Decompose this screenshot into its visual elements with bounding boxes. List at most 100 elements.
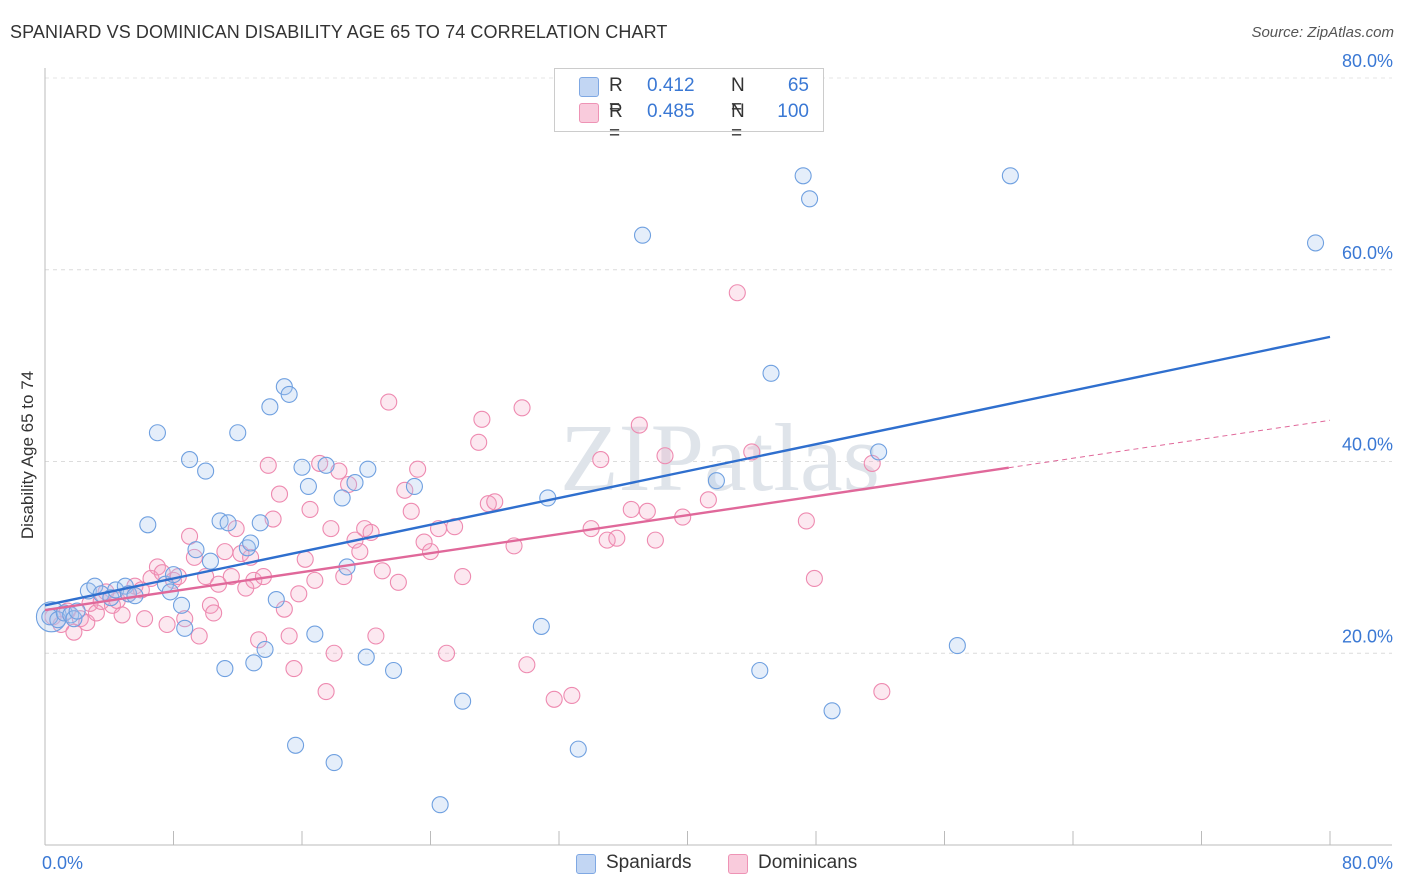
spaniard-point (242, 534, 260, 552)
spaniard-point (823, 702, 841, 720)
dominican-point (270, 485, 289, 503)
spaniard-point (751, 661, 769, 680)
dominican-point (280, 627, 298, 645)
watermark: ZIPatlas (560, 404, 880, 511)
dominican-point (317, 683, 335, 701)
dominican-point (545, 690, 563, 708)
legend-label-spaniards: Spaniards (606, 852, 692, 873)
spaniard-point (256, 640, 274, 658)
spaniard-point (299, 477, 317, 495)
dominican-point (797, 512, 815, 530)
x-tick-label: 80.0% (1342, 853, 1393, 873)
dominican-point (296, 550, 314, 568)
spaniard-point (707, 472, 725, 490)
dominican-point (656, 447, 674, 465)
dominican-point (389, 573, 407, 591)
dominican-point (518, 656, 536, 674)
spaniard-point (346, 474, 364, 492)
dominican-point (638, 502, 656, 520)
dominican-point (470, 433, 488, 451)
dominican-point (415, 533, 433, 551)
y-tick-label: 80.0% (1342, 51, 1393, 71)
dominican-point (646, 531, 664, 549)
dominican-point (402, 502, 420, 520)
spaniards-trend-line (44, 335, 1331, 607)
spaniard-point (280, 385, 298, 403)
spaniard-point (201, 552, 219, 570)
dominican-point (264, 510, 282, 528)
dominican-point (158, 615, 176, 634)
dominican-point (285, 660, 303, 678)
dominican-point (259, 456, 277, 474)
x-tick-label: 0.0% (42, 853, 83, 873)
axes (44, 68, 1392, 846)
dominican-point (335, 567, 353, 586)
y-axis-label: Disability Age 65 to 74 (18, 371, 37, 539)
spaniard-point (633, 226, 652, 244)
legend-n-label: N = (731, 75, 745, 118)
legend-r-value: 0.412 (647, 75, 695, 96)
spaniard-point (245, 654, 263, 672)
dominican-point (373, 562, 391, 580)
dominican-point (290, 585, 308, 603)
dominican-point (190, 627, 208, 645)
spaniard-point (261, 398, 279, 416)
dominicans-swatch (728, 854, 748, 874)
dominican-point (216, 543, 234, 561)
stats-legend: R = 0.412 N = 65 R = 0.485 N = 100 (554, 68, 824, 144)
legend-n-value: 65 (787, 75, 809, 96)
spaniard-point (187, 541, 205, 559)
dominican-point (409, 460, 427, 478)
spaniard-point (306, 625, 324, 643)
spaniard-point (251, 514, 269, 532)
tick-labels: 20.0% 40.0% 60.0% 80.0% 0.0% 80.0% (42, 51, 1393, 873)
dominicans-swatch (579, 103, 599, 123)
spaniard-point (139, 516, 157, 534)
y-tick-label: 20.0% (1342, 626, 1393, 646)
dominican-point (592, 451, 610, 469)
dominican-point (306, 571, 324, 589)
spaniard-point (176, 619, 194, 637)
spaniard-point (333, 489, 351, 507)
spaniard-point (532, 617, 550, 635)
dominican-point (367, 627, 385, 645)
spaniard-point (229, 424, 247, 442)
legend-n-value: 100 (777, 101, 809, 122)
spaniard-point (148, 424, 166, 442)
dominican-point (622, 500, 640, 518)
dominican-point (301, 500, 319, 518)
spaniard-point (405, 477, 423, 495)
spaniards-swatch (579, 77, 599, 97)
dominican-point (113, 606, 131, 624)
dominican-point (325, 644, 343, 662)
spaniard-point (794, 167, 812, 185)
dominican-point (396, 481, 414, 499)
spaniard-point (216, 660, 234, 678)
dominican-point (473, 410, 491, 428)
dominican-point (232, 544, 250, 563)
dominicans-trend-extension (1008, 419, 1331, 469)
dominican-point (351, 543, 369, 561)
spaniard-point (762, 364, 780, 382)
y-tick-label: 60.0% (1342, 243, 1393, 263)
dominican-point (136, 610, 154, 628)
spaniard-point (267, 591, 285, 609)
legend-label-dominicans: Dominicans (758, 852, 858, 873)
legend-r-label: R = (609, 75, 623, 118)
spaniards-points (35, 167, 1325, 814)
dominican-point (250, 631, 268, 649)
spaniard-point (287, 736, 305, 754)
trend-lines (44, 335, 1331, 612)
spaniard-point (357, 648, 375, 666)
dominican-point (630, 416, 648, 434)
spaniard-point (948, 637, 966, 655)
dominican-point (805, 569, 823, 588)
legend-n-label: N = (731, 101, 745, 144)
spaniard-point (172, 596, 191, 614)
dominican-point (311, 454, 329, 472)
dominican-point (563, 686, 581, 704)
spaniard-point (1001, 167, 1019, 185)
spaniard-point (197, 462, 215, 480)
dominican-point (486, 493, 504, 511)
